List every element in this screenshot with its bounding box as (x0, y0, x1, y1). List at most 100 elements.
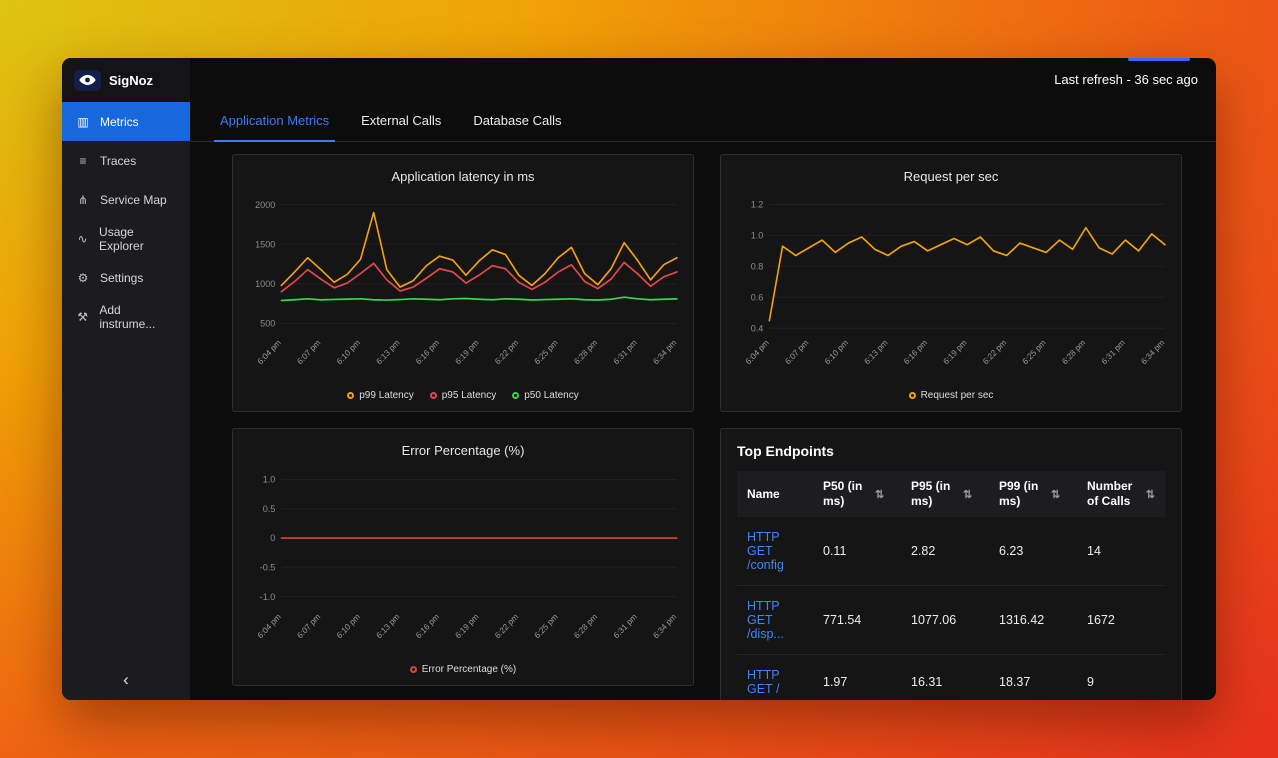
endpoint-value: 0.11 (813, 517, 901, 586)
column-label: Name (747, 487, 780, 501)
legend-item-p99-latency[interactable]: p99 Latency (347, 390, 414, 401)
table-row: HTTP GET /disp... 771.54 1077.06 1316.42 167… (737, 585, 1165, 655)
legend-dot (409, 666, 417, 673)
svg-text:-0.5: -0.5 (260, 562, 276, 572)
endpoint-value: 14 (1077, 517, 1165, 586)
column-p99-in-ms[interactable]: P99 (in ms) ⇅ (989, 471, 1077, 517)
panel-request-per-sec: Request per sec 0.4 0.6 0.8 1.0 1.2 6:04 pm 6:… (720, 154, 1182, 412)
application-latency-chart[interactable]: 500 1000 1500 2000 6:04 pm 6:07 pm 6:10 pm 6:13… (241, 186, 685, 387)
traces-icon: ≡ (79, 153, 87, 168)
sidebar-item-add-instrume[interactable]: ⚒ Add instrume... (62, 297, 190, 336)
column-name: Name (737, 471, 813, 517)
svg-text:6:22 pm: 6:22 pm (493, 611, 521, 640)
svg-text:6:16 pm: 6:16 pm (902, 337, 930, 366)
panel-application-latency: Application latency in ms 500 1000 1500 200… (232, 154, 694, 412)
loading-progress-bar (1128, 58, 1190, 61)
svg-text:6:13 pm: 6:13 pm (374, 337, 402, 366)
sidebar-nav: ▥ Metrics ≡ Traces ⋔ Service Map ∿ Usage Explor… (62, 102, 190, 336)
sidebar-item-traces[interactable]: ≡ Traces (62, 141, 190, 180)
svg-text:1.0: 1.0 (263, 474, 276, 484)
last-refresh-text: Last refresh - 36 sec ago (1054, 71, 1198, 87)
topbar: Last refresh - 36 sec ago (190, 58, 1216, 100)
sidebar-item-settings[interactable]: ⚙ Settings (62, 258, 190, 297)
svg-text:6:34 pm: 6:34 pm (651, 337, 679, 366)
svg-text:6:13 pm: 6:13 pm (374, 611, 402, 640)
endpoint-value: 9 (1087, 675, 1094, 689)
column-p50-in-ms[interactable]: P50 (in ms) ⇅ (813, 471, 901, 517)
bar-chart-icon: ▥ (77, 114, 89, 129)
add-instrumentation-icon: ⚒ (77, 309, 89, 324)
svg-text:6:28 pm: 6:28 pm (572, 611, 600, 640)
endpoint-value: 771.54 (813, 585, 901, 655)
svg-text:1000: 1000 (255, 279, 275, 289)
table-row: HTTP GET / 1.97 16.31 18.37 9 (737, 655, 1165, 701)
svg-text:6:19 pm: 6:19 pm (453, 611, 481, 640)
error-legend: Error Percentage (%) (241, 661, 685, 681)
endpoint-value: 16.31 (911, 675, 943, 689)
svg-text:6:07 pm: 6:07 pm (295, 611, 323, 640)
legend-label: p95 Latency (441, 390, 497, 401)
sidebar-item-label: Service Map (100, 192, 167, 207)
signoz-logo[interactable]: SigNoz (62, 58, 190, 102)
sidebar-item-label: Usage Explorer (99, 224, 144, 253)
svg-text:1.0: 1.0 (751, 230, 764, 240)
sidebar-item-usage-explorer[interactable]: ∿ Usage Explorer (62, 219, 190, 258)
svg-text:6:13 pm: 6:13 pm (862, 337, 890, 366)
svg-text:6:04 pm: 6:04 pm (743, 337, 771, 366)
svg-text:6:07 pm: 6:07 pm (783, 337, 811, 366)
svg-text:1500: 1500 (255, 239, 275, 249)
signoz-window: SigNoz ▥ Metrics ≡ Traces ⋔ Service Map ∿ Usage… (62, 58, 1216, 700)
endpoint-value: 1316.42 (989, 585, 1077, 655)
chart-title-error: Error Percentage (%) (401, 443, 525, 458)
endpoint-value: 18.37 (999, 675, 1031, 689)
endpoint-value: 6.23 (989, 517, 1077, 586)
legend-label: p99 Latency (359, 390, 414, 401)
svg-text:0.8: 0.8 (751, 261, 764, 271)
endpoint-value: 2.82 (901, 517, 989, 586)
sidebar-item-label: Metrics (100, 114, 139, 129)
legend-dot (347, 392, 355, 399)
tab-external-calls[interactable]: External Calls (361, 113, 442, 128)
legend-label: Error Percentage (%) (421, 664, 517, 675)
endpoint-link[interactable]: HTTP GET /disp... (737, 585, 813, 655)
sort-icon[interactable]: ⇅ (1051, 488, 1061, 501)
column-number-of-calls[interactable]: Number of Calls ⇅ (1077, 471, 1165, 517)
legend-item-request-per-sec[interactable]: Request per sec (908, 390, 993, 401)
service-map-icon: ⋔ (77, 192, 89, 207)
sidebar-item-service-map[interactable]: ⋔ Service Map (62, 180, 190, 219)
request-per-sec-chart[interactable]: 0.4 0.6 0.8 1.0 1.2 6:04 pm 6:07 pm 6:10 pm 6:13… (729, 186, 1173, 387)
panel-error-percentage: Error Percentage (%) 1.0 0.5 0 -0.5 -1.0 6:04… (232, 428, 694, 686)
tab-database-calls[interactable]: Database Calls (473, 113, 562, 128)
sidebar-item-label: Add instrume... (99, 302, 156, 331)
svg-text:0.6: 0.6 (751, 292, 764, 302)
collapse-chevron-icon: ‹ (123, 670, 129, 689)
usage-explorer-icon: ∿ (77, 231, 88, 246)
endpoint-link[interactable]: HTTP GET / (747, 668, 780, 696)
sidebar-collapse-button[interactable]: ‹ (62, 660, 190, 700)
legend-dot (512, 392, 520, 399)
svg-text:6:22 pm: 6:22 pm (493, 337, 521, 366)
sort-icon[interactable]: ⇅ (875, 488, 885, 501)
tab-application-metrics[interactable]: Application Metrics (204, 100, 345, 142)
legend-item-p50-latency[interactable]: p50 Latency (512, 390, 579, 401)
legend-item-error-percentage[interactable]: Error Percentage (%) (409, 664, 517, 675)
svg-text:6:10 pm: 6:10 pm (822, 337, 850, 366)
svg-text:6:07 pm: 6:07 pm (295, 337, 323, 366)
main-content: Last refresh - 36 sec ago Application Me… (190, 58, 1216, 700)
endpoint-link[interactable]: HTTP GET /config (737, 517, 813, 586)
svg-text:6:19 pm: 6:19 pm (453, 337, 481, 366)
table-header-row: Name P50 (in ms) ⇅ P95 (in ms) ⇅ P99 (in ms) ⇅… (737, 471, 1165, 517)
sort-icon[interactable]: ⇅ (1145, 488, 1155, 501)
sidebar-item-label: Traces (100, 153, 137, 168)
top-endpoints-title: Top Endpoints (737, 443, 834, 459)
endpoint-value: 1.97 (823, 675, 848, 689)
legend-dot (429, 392, 437, 399)
endpoint-value: 1672 (1077, 585, 1165, 655)
legend-item-p95-latency[interactable]: p95 Latency (429, 390, 497, 401)
column-label: P99 (in ms) (999, 479, 1039, 508)
sort-icon[interactable]: ⇅ (963, 488, 973, 501)
column-p95-in-ms[interactable]: P95 (in ms) ⇅ (901, 471, 989, 517)
error-percentage-chart[interactable]: 1.0 0.5 0 -0.5 -1.0 6:04 pm 6:07 pm 6:10 pm 6:13… (241, 460, 685, 661)
sidebar-item-metrics[interactable]: ▥ Metrics (62, 102, 190, 141)
